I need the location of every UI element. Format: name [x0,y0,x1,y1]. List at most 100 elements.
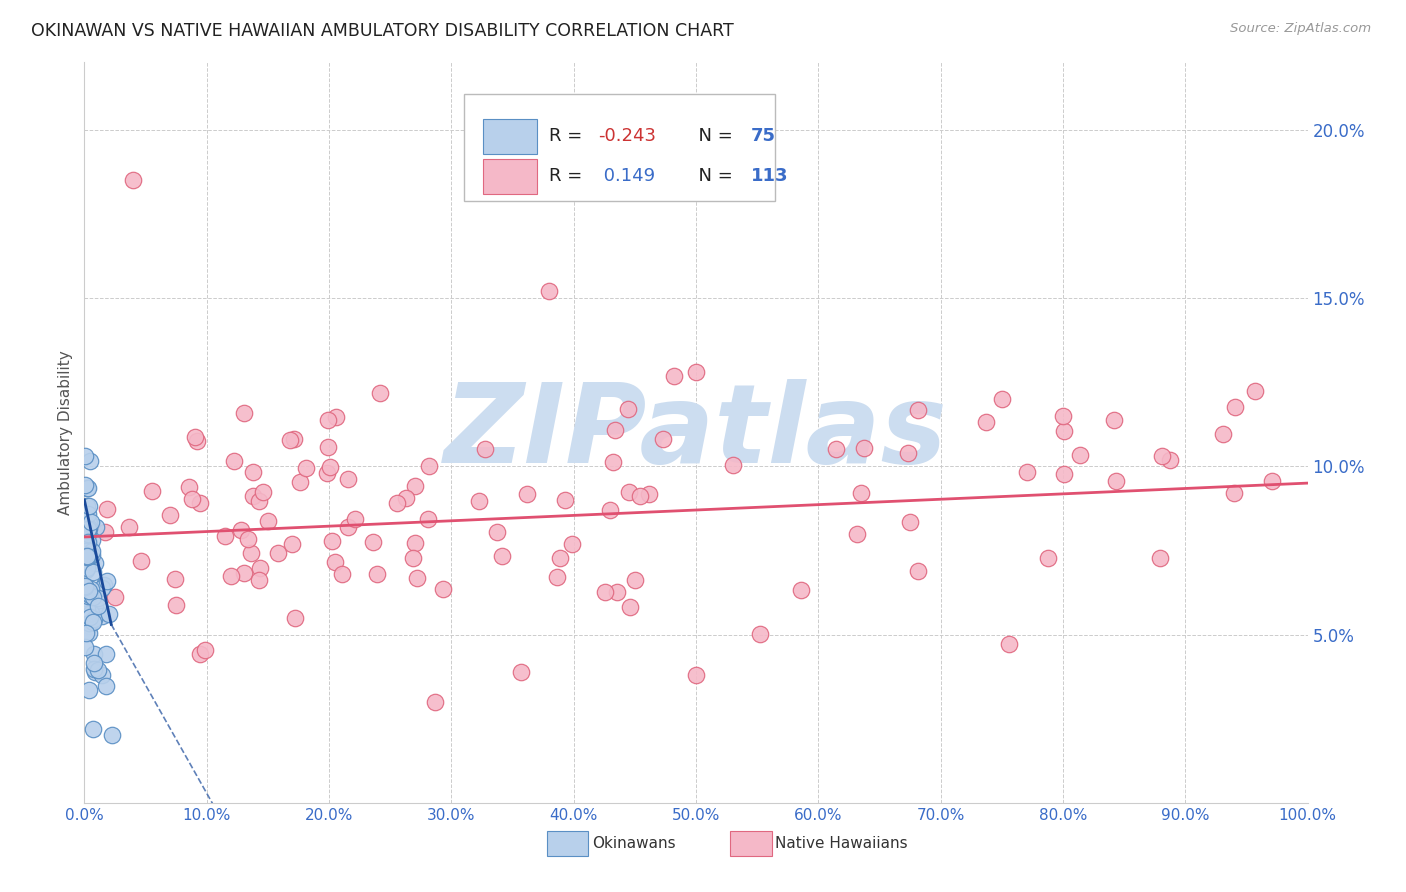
Point [790,582,813,597]
FancyBboxPatch shape [484,159,537,194]
Point [991,392,1014,406]
Point [75,579,97,593]
Point [76,561,98,575]
Point [538,285,561,299]
Point [77,522,100,536]
Point [278,434,301,448]
Point [77,549,100,563]
Point [1149,550,1171,565]
Point [77,584,100,599]
Point [84,519,107,533]
Point [75,544,97,558]
Point [325,410,347,425]
Point [599,503,621,517]
Point [628,489,651,503]
Point [321,533,343,548]
Point [267,546,290,560]
Point [75,591,97,605]
Text: 113: 113 [751,168,789,186]
Point [295,461,318,475]
Point [1212,426,1234,441]
Point [194,643,217,657]
Point [749,626,772,640]
Text: R =: R = [550,128,588,145]
FancyBboxPatch shape [547,831,588,856]
Point [849,486,872,500]
Point [318,440,340,454]
Point [97,607,120,621]
Point [94,525,117,540]
Point [510,665,533,679]
Point [184,430,207,444]
Point [721,458,744,472]
FancyBboxPatch shape [484,119,537,154]
Point [418,459,440,474]
Point [468,493,491,508]
Point [283,432,305,446]
Point [79,582,101,596]
Point [486,524,509,539]
Point [188,496,211,510]
Point [491,549,513,563]
Point [101,729,124,743]
Point [1015,465,1038,479]
Point [219,569,242,583]
Point [87,663,110,677]
Point [247,573,270,587]
Point [402,550,425,565]
Point [76,500,98,514]
Point [90,668,112,682]
Point [432,582,454,596]
Point [233,406,256,420]
Point [83,612,105,626]
FancyBboxPatch shape [730,831,772,856]
Point [602,455,624,469]
Point [76,549,98,564]
Point [997,637,1019,651]
Point [86,591,108,606]
Point [181,491,204,506]
Point [76,527,98,541]
Point [75,626,97,640]
Point [281,536,304,550]
Point [83,665,105,679]
Point [80,544,103,558]
Point [366,566,388,581]
Point [332,567,354,582]
Point [75,563,97,577]
Point [593,585,616,599]
Point [79,586,101,600]
Text: R =: R = [550,168,588,186]
Point [404,536,426,550]
Point [73,450,96,464]
Point [87,599,110,613]
Point [129,554,152,568]
Text: 0.149: 0.149 [598,168,655,186]
Point [1152,449,1174,463]
Text: N =: N = [688,168,740,186]
Point [94,679,117,693]
Point [82,590,104,604]
Point [122,173,145,187]
Point [104,591,127,605]
Point [242,466,264,480]
Point [1053,424,1076,438]
Point [257,514,280,528]
Point [76,481,98,495]
Point [84,599,107,613]
Point [77,589,100,603]
Point [685,668,707,682]
Point [77,619,100,633]
Text: N =: N = [688,128,740,145]
Point [77,521,100,535]
Point [624,573,647,587]
Text: Native Hawaiians: Native Hawaiians [776,836,908,851]
Point [240,546,263,560]
Point [79,626,101,640]
Point [73,580,96,594]
Point [236,532,259,546]
Point [974,415,997,429]
Point [76,602,98,616]
Point [79,521,101,535]
Point [368,386,391,401]
